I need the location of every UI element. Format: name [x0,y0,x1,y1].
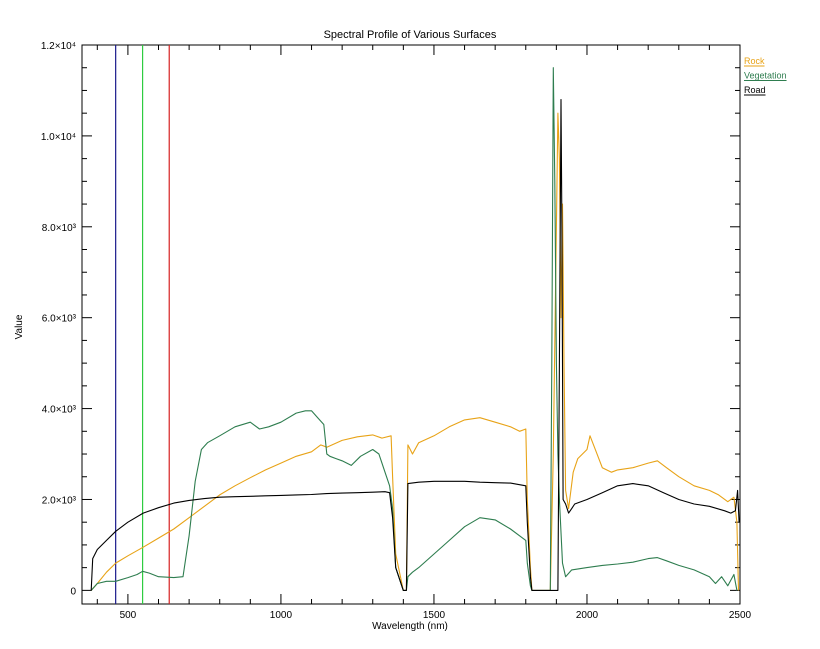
minor-ticks [82,45,740,604]
y-tick-label: 2.0×10³ [42,495,77,506]
y-axis-label: Value [14,314,25,339]
chart-title: Spectral Profile of Various Surfaces [324,29,497,41]
y-tick-label: 1.0×10⁴ [41,132,76,143]
x-tick-label: 2500 [729,610,752,621]
y-tick-label: 4.0×10³ [42,405,77,416]
y-tick-label: 0 [70,586,76,597]
x-tick-label: 1000 [270,610,293,621]
x-axis-ticks: 500 1000 1500 2000 2500 [120,45,752,621]
legend-label-rock: Rock [744,56,765,66]
x-tick-label: 2000 [576,610,599,621]
series-line-rock [90,112,740,591]
series-lines [90,67,740,591]
legend: Rock Vegetation Road [744,56,787,96]
legend-label-vegetation: Vegetation [744,71,787,81]
y-tick-label: 8.0×10³ [42,223,77,234]
series-line-vegetation [90,67,738,591]
x-axis-label: Wavelength (nm) [372,621,448,632]
plot-frame [81,44,741,605]
y-axis-ticks: 0 2.0×10³ 4.0×10³ 6.0×10³ 8.0×10³ 1.0×10⁴ 1.2×… [41,41,740,597]
legend-label-road: Road [744,85,766,95]
band-marker-lines [115,45,170,604]
y-tick-label: 6.0×10³ [42,314,77,325]
y-tick-label: 1.2×10⁴ [41,41,76,52]
series-line-road [90,98,740,591]
x-tick-label: 1500 [423,610,446,621]
x-tick-label: 500 [120,610,137,621]
